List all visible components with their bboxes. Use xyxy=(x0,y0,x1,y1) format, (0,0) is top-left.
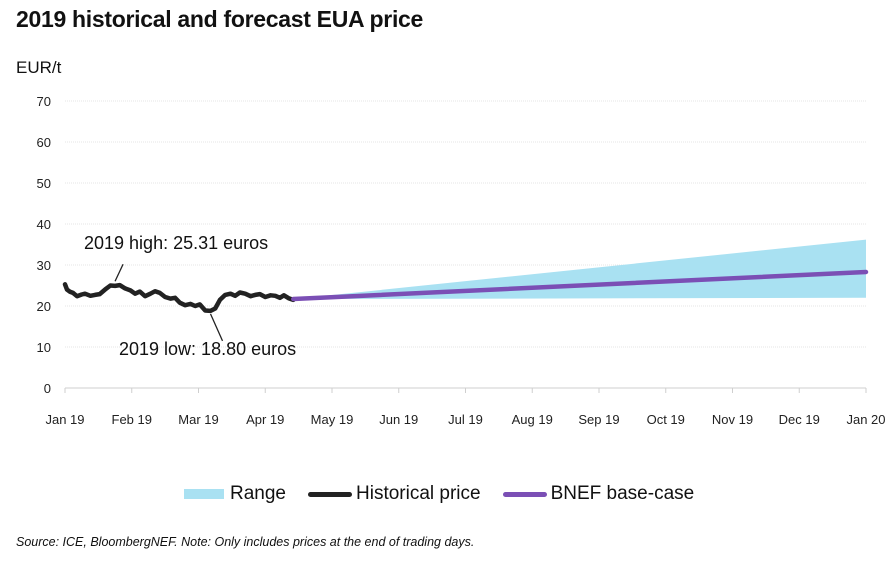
annotation-leader-low xyxy=(209,313,224,342)
x-tick-label: Aug 19 xyxy=(512,412,553,427)
legend: Range Historical price BNEF base-case xyxy=(184,483,716,505)
x-tick-label: Jan 19 xyxy=(45,412,84,427)
annotation-leader-high xyxy=(114,263,124,282)
y-tick-label: 60 xyxy=(37,135,51,150)
legend-swatch-range xyxy=(184,489,224,499)
x-tick-label: Sep 19 xyxy=(578,412,619,427)
x-tick-label: Jun 19 xyxy=(379,412,418,427)
x-tick-label: Mar 19 xyxy=(178,412,218,427)
x-tick-label: Oct 19 xyxy=(647,412,685,427)
x-tick-label: Apr 19 xyxy=(246,412,284,427)
chart-title: 2019 historical and forecast EUA price xyxy=(16,6,424,32)
x-tick-label: Jan 20 xyxy=(846,412,885,427)
annotation-high: 2019 high: 25.31 euros xyxy=(84,233,268,253)
legend-swatch-historical xyxy=(308,491,352,497)
x-tick-label: May 19 xyxy=(311,412,354,427)
y-tick-label: 10 xyxy=(37,340,51,355)
legend-item-historical: Historical price xyxy=(308,483,481,505)
x-tick-label: Feb 19 xyxy=(112,412,152,427)
source-note: Source: ICE, BloombergNEF. Note: Only in… xyxy=(16,535,475,549)
y-tick-label: 50 xyxy=(37,176,51,191)
annotation-low: 2019 low: 18.80 euros xyxy=(119,339,296,359)
y-tick-label: 0 xyxy=(44,381,51,396)
range-area xyxy=(293,239,866,300)
legend-item-bnef: BNEF base-case xyxy=(502,483,695,505)
y-tick-label: 70 xyxy=(37,94,51,109)
series-line-historical-price xyxy=(62,282,296,314)
legend-label-range: Range xyxy=(230,483,286,504)
y-tick-label: 20 xyxy=(37,299,51,314)
y-tick-label: 30 xyxy=(37,258,51,273)
y-axis-label: EUR/t xyxy=(16,58,62,77)
legend-label-bnef: BNEF base-case xyxy=(550,483,695,504)
legend-swatch-bnef xyxy=(502,491,547,497)
legend-label-historical: Historical price xyxy=(356,483,481,504)
x-tick-label: Nov 19 xyxy=(712,412,753,427)
series-line-bnef-base-case xyxy=(291,269,869,302)
x-tick-label: Jul 19 xyxy=(448,412,483,427)
legend-item-range: Range xyxy=(184,483,286,505)
y-tick-label: 40 xyxy=(37,217,51,232)
x-tick-label: Dec 19 xyxy=(779,412,820,427)
